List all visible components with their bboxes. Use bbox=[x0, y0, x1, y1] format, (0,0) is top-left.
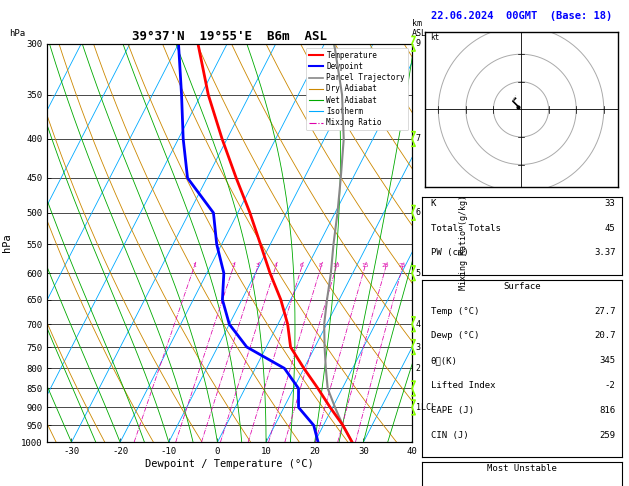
Text: 3: 3 bbox=[255, 262, 259, 268]
Text: 259: 259 bbox=[599, 431, 615, 440]
Text: Lifted Index: Lifted Index bbox=[431, 381, 495, 390]
Text: 1LCL: 1LCL bbox=[416, 403, 436, 412]
Text: Temp (°C): Temp (°C) bbox=[431, 307, 479, 316]
Text: 33: 33 bbox=[604, 199, 615, 208]
Text: 816: 816 bbox=[599, 406, 615, 415]
Legend: Temperature, Dewpoint, Parcel Trajectory, Dry Adiabat, Wet Adiabat, Isotherm, Mi: Temperature, Dewpoint, Parcel Trajectory… bbox=[306, 48, 408, 130]
Text: Most Unstable: Most Unstable bbox=[487, 464, 557, 473]
Text: 4: 4 bbox=[416, 320, 421, 329]
Text: hPa: hPa bbox=[9, 29, 25, 38]
Text: Dewp (°C): Dewp (°C) bbox=[431, 331, 479, 341]
X-axis label: Dewpoint / Temperature (°C): Dewpoint / Temperature (°C) bbox=[145, 459, 314, 469]
Text: 2: 2 bbox=[231, 262, 235, 268]
Text: 22.06.2024  00GMT  (Base: 18): 22.06.2024 00GMT (Base: 18) bbox=[431, 11, 613, 21]
Text: CIN (J): CIN (J) bbox=[431, 431, 469, 440]
Text: hPa: hPa bbox=[2, 234, 12, 252]
Text: 5: 5 bbox=[416, 269, 421, 278]
Text: CAPE (J): CAPE (J) bbox=[431, 406, 474, 415]
Text: 27.7: 27.7 bbox=[594, 307, 615, 316]
Text: Surface: Surface bbox=[503, 282, 541, 291]
Text: 1: 1 bbox=[192, 262, 196, 268]
Text: 20: 20 bbox=[382, 262, 389, 268]
Text: 25: 25 bbox=[399, 262, 406, 268]
Text: 45: 45 bbox=[604, 224, 615, 233]
Text: 3.37: 3.37 bbox=[594, 248, 615, 258]
Text: PW (cm): PW (cm) bbox=[431, 248, 469, 258]
Text: 2: 2 bbox=[416, 364, 421, 373]
Text: 15: 15 bbox=[361, 262, 369, 268]
Text: 6: 6 bbox=[299, 262, 303, 268]
Text: 3: 3 bbox=[416, 343, 421, 351]
Title: 39°37'N  19°55'E  B6m  ASL: 39°37'N 19°55'E B6m ASL bbox=[132, 30, 327, 43]
Text: Totals Totals: Totals Totals bbox=[431, 224, 501, 233]
Text: 20.7: 20.7 bbox=[594, 331, 615, 341]
Text: -2: -2 bbox=[604, 381, 615, 390]
Text: 8: 8 bbox=[319, 262, 323, 268]
Text: 4: 4 bbox=[274, 262, 277, 268]
Text: 345: 345 bbox=[599, 356, 615, 365]
Text: Mixing Ratio (g/kg): Mixing Ratio (g/kg) bbox=[459, 195, 467, 291]
Text: km
ASL: km ASL bbox=[412, 19, 427, 38]
Text: 10: 10 bbox=[332, 262, 340, 268]
Text: θᴇ(K): θᴇ(K) bbox=[431, 356, 458, 365]
Text: K: K bbox=[431, 199, 436, 208]
Text: 9: 9 bbox=[416, 39, 421, 48]
Text: kt: kt bbox=[430, 34, 439, 42]
Text: 7: 7 bbox=[416, 135, 421, 143]
Text: 6: 6 bbox=[416, 208, 421, 217]
